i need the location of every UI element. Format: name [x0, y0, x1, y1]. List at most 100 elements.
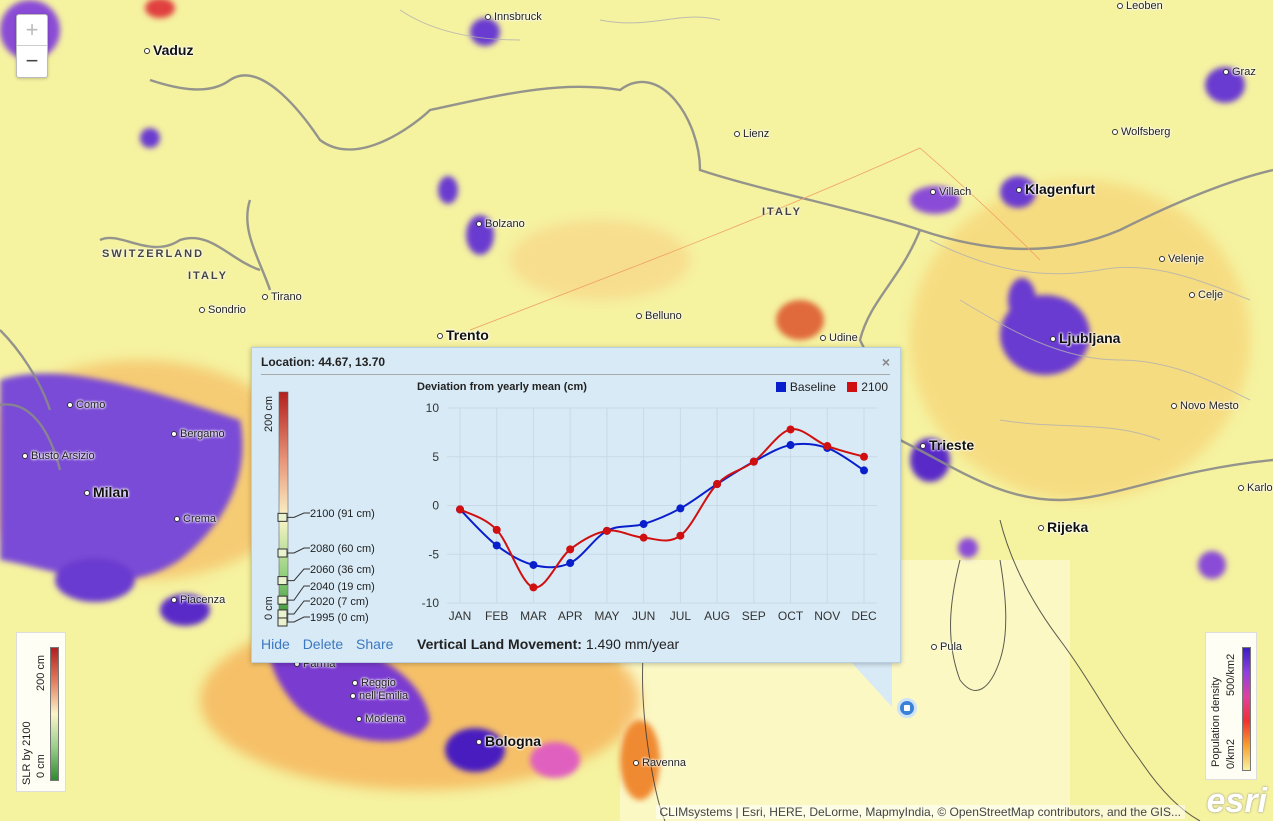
x-tick-label: NOV: [814, 609, 840, 623]
city-dot-icon: [820, 335, 826, 342]
x-tick-label: OCT: [778, 609, 804, 623]
close-icon[interactable]: ×: [881, 354, 890, 370]
city-label[interactable]: Bolzano: [476, 218, 525, 230]
map-attribution[interactable]: CLIMsystems | Esri, HERE, DeLorme, Mapmy…: [655, 805, 1185, 819]
city-label[interactable]: Piacenza: [171, 594, 225, 606]
city-name: Villach: [939, 186, 972, 198]
zoom-in-button[interactable]: +: [17, 15, 47, 46]
x-tick-label: DEC: [851, 609, 877, 623]
city-label[interactable]: Villach: [930, 186, 971, 198]
city-label[interactable]: Celje: [1189, 289, 1223, 301]
city-dot-icon: [171, 597, 177, 604]
city-dot-icon: [633, 760, 639, 767]
city-name: Lienz: [743, 128, 770, 140]
city-label[interactable]: Crema: [174, 513, 216, 525]
city-name: Celje: [1198, 289, 1224, 301]
legend-label-baseline: Baseline: [789, 380, 836, 394]
slr-marker-label: 2020 (7 cm): [310, 596, 369, 608]
city-label[interactable]: Wolfsberg: [1112, 126, 1170, 138]
city-label[interactable]: Busto Arsizio: [22, 450, 95, 462]
city-label[interactable]: Karlo: [1238, 482, 1273, 494]
city-label[interactable]: nell'Emilia: [350, 690, 408, 702]
esri-logo: esri: [1206, 782, 1268, 820]
city-label[interactable]: Trento: [437, 327, 489, 343]
city-label[interactable]: Tirano: [262, 291, 302, 303]
slr-marker-label: 1995 (0 cm): [310, 612, 369, 624]
city-dot-icon: [734, 131, 740, 138]
city-dot-icon: [437, 333, 443, 340]
legend-swatch-2100: [847, 382, 858, 392]
city-dot-icon: [1223, 69, 1229, 76]
delete-link[interactable]: Delete: [302, 636, 344, 652]
city-label[interactable]: Ljubljana: [1050, 330, 1120, 346]
data-point: [823, 442, 832, 451]
data-point: [676, 531, 685, 540]
city-label[interactable]: Klagenfurt: [1016, 181, 1095, 197]
data-point: [860, 452, 868, 461]
y-tick-label: 0: [432, 499, 439, 513]
slr-marker-leader: [287, 547, 310, 554]
data-point: [713, 480, 722, 489]
city-label[interactable]: Innsbruck: [485, 11, 542, 23]
city-name: Trieste: [929, 437, 975, 453]
city-label[interactable]: Belluno: [636, 310, 682, 322]
x-tick-label: MAY: [594, 609, 619, 623]
city-label[interactable]: Lienz: [734, 128, 769, 140]
location-pin-icon[interactable]: [897, 698, 917, 718]
data-point: [786, 425, 795, 434]
city-label[interactable]: Sondrio: [199, 304, 246, 316]
city-label[interactable]: Bergamo: [171, 428, 225, 440]
city-name: Vaduz: [153, 42, 194, 58]
city-dot-icon: [1189, 292, 1195, 299]
city-label[interactable]: Reggio: [352, 677, 396, 689]
zoom-out-button[interactable]: −: [25, 48, 39, 73]
x-tick-label: FEB: [485, 609, 508, 623]
x-tick-label: APR: [558, 609, 583, 623]
city-dot-icon: [1117, 3, 1123, 10]
city-name: Udine: [829, 332, 858, 344]
x-tick-label: SEP: [742, 609, 766, 623]
data-point: [639, 520, 648, 529]
city-label[interactable]: Bologna: [476, 733, 541, 749]
city-label[interactable]: Como: [67, 399, 105, 411]
city-name: Crema: [183, 513, 217, 525]
city-name: Graz: [1232, 66, 1256, 78]
city-name: Ljubljana: [1059, 330, 1121, 346]
city-label[interactable]: Rijeka: [1038, 519, 1088, 535]
city-name: Pula: [940, 641, 963, 653]
legend-swatch-baseline: [775, 382, 786, 392]
slr-marker-leader: [287, 512, 310, 518]
legend-label-2100: 2100: [861, 380, 888, 394]
city-dot-icon: [476, 739, 482, 746]
y-tick-label: 5: [432, 450, 439, 464]
share-link[interactable]: Share: [356, 636, 394, 652]
city-label[interactable]: Vaduz: [144, 42, 193, 58]
hide-link[interactable]: Hide: [261, 636, 290, 652]
slr-bottom-label: 0 cm: [263, 596, 275, 620]
population-legend-title: Population density: [1210, 677, 1222, 767]
city-label[interactable]: Velenje: [1159, 253, 1204, 265]
data-point: [749, 457, 758, 466]
chart-legend: Baseline 2100: [768, 380, 888, 394]
city-name: Rijeka: [1047, 519, 1089, 535]
x-tick-label: AUG: [704, 609, 730, 623]
city-dot-icon: [84, 490, 90, 497]
city-label[interactable]: Leoben: [1117, 0, 1163, 12]
city-name: Velenje: [1168, 253, 1205, 265]
slr-marker: [277, 595, 288, 605]
city-label[interactable]: Udine: [820, 332, 858, 344]
popup-header: Location: 44.67, 13.70 ×: [261, 354, 890, 375]
x-tick-label: MAR: [520, 609, 547, 623]
y-tick-label: 10: [426, 401, 440, 415]
city-label[interactable]: Trieste: [920, 437, 974, 453]
slr-marker: [277, 548, 288, 558]
country-label: SWITZERLAND: [102, 248, 205, 260]
city-label[interactable]: Milan: [84, 484, 129, 500]
city-label[interactable]: Ravenna: [633, 757, 686, 769]
city-label[interactable]: Modena: [356, 713, 405, 725]
city-dot-icon: [1171, 403, 1177, 410]
city-label[interactable]: Pula: [931, 641, 962, 653]
city-label[interactable]: Novo Mesto: [1171, 400, 1239, 412]
city-label[interactable]: Graz: [1223, 66, 1256, 78]
